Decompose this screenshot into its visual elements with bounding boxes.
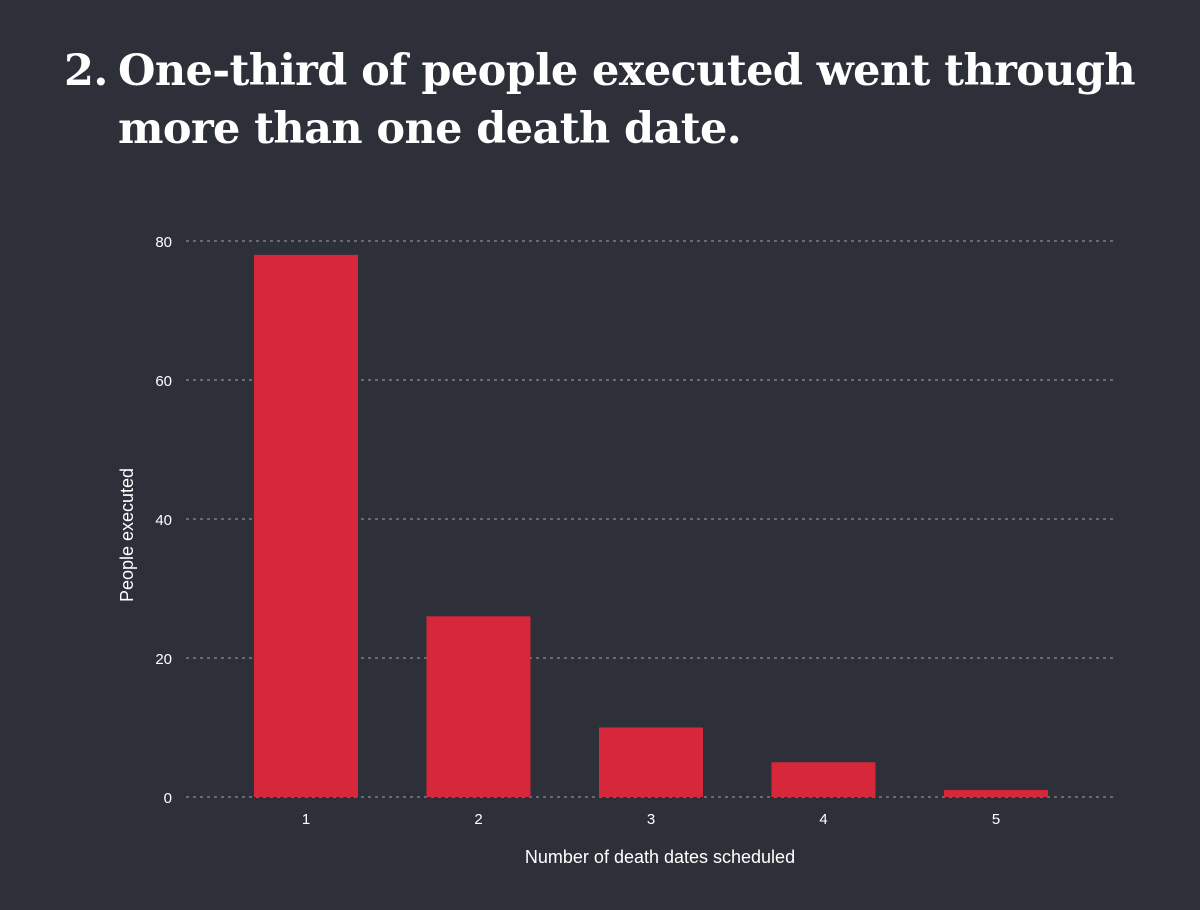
y-tick-label: 40: [155, 512, 172, 529]
y-tick-labels: 0 20 40 60 80: [155, 234, 172, 807]
x-tick-labels: 1 2 3 4 5: [302, 811, 1000, 828]
title-text: One-third of people executed went throug…: [118, 46, 1136, 154]
x-tick-label: 5: [992, 811, 1000, 828]
x-axis-label: Number of death dates scheduled: [525, 847, 795, 867]
bar-5: [944, 790, 1048, 797]
title-number: 2.: [64, 46, 108, 96]
bar-4: [771, 762, 876, 797]
y-tick-label: 60: [155, 373, 172, 390]
bar-2: [426, 616, 531, 797]
x-tick-label: 4: [819, 811, 827, 828]
x-tick-label: 3: [647, 811, 655, 828]
bars: [254, 254, 1048, 797]
bar-1: [254, 254, 358, 797]
bar-3: [599, 727, 703, 797]
y-tick-label: 80: [155, 234, 172, 251]
x-tick-label: 1: [302, 811, 310, 828]
y-tick-label: 20: [155, 651, 172, 668]
y-tick-label: 0: [164, 790, 172, 807]
y-axis-label: People executed: [117, 468, 137, 602]
x-tick-label: 2: [474, 811, 482, 828]
chart-title: 2. One-third of people executed went thr…: [64, 42, 1144, 158]
